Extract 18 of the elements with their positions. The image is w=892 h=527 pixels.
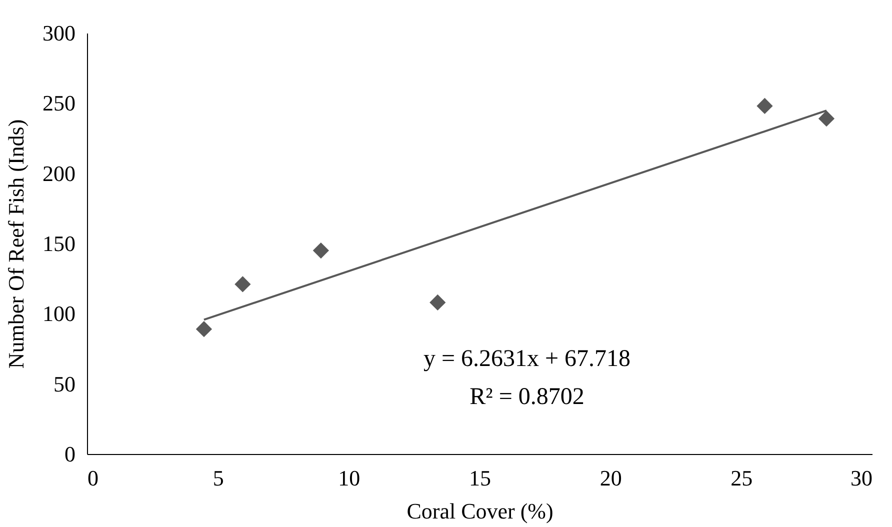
- y-tick-label: 50: [54, 371, 76, 396]
- x-tick-label: 25: [730, 466, 753, 490]
- y-tick-label: 100: [42, 301, 76, 326]
- y-tick-label: 0: [64, 442, 76, 466]
- y-tick-label: 300: [42, 20, 76, 46]
- annotation: R² = 0.8702: [470, 384, 584, 410]
- x-tick-label: 5: [212, 466, 224, 490]
- x-tick-label: 15: [469, 466, 491, 490]
- annotation: y = 6.2631x + 67.718: [423, 346, 631, 372]
- x-tick-label: 0: [88, 466, 98, 490]
- y-axis-title: Number Of Reef Fish (Inds): [4, 119, 28, 369]
- y-tick-label: 250: [42, 90, 76, 116]
- x-tick-label: 30: [850, 466, 872, 490]
- x-tick-label: 10: [338, 466, 360, 490]
- y-tick-label: 150: [42, 231, 76, 256]
- x-tick-label: 20: [600, 466, 622, 490]
- x-axis-title: Coral Cover (%): [406, 498, 554, 524]
- y-tick-label: 200: [42, 160, 76, 186]
